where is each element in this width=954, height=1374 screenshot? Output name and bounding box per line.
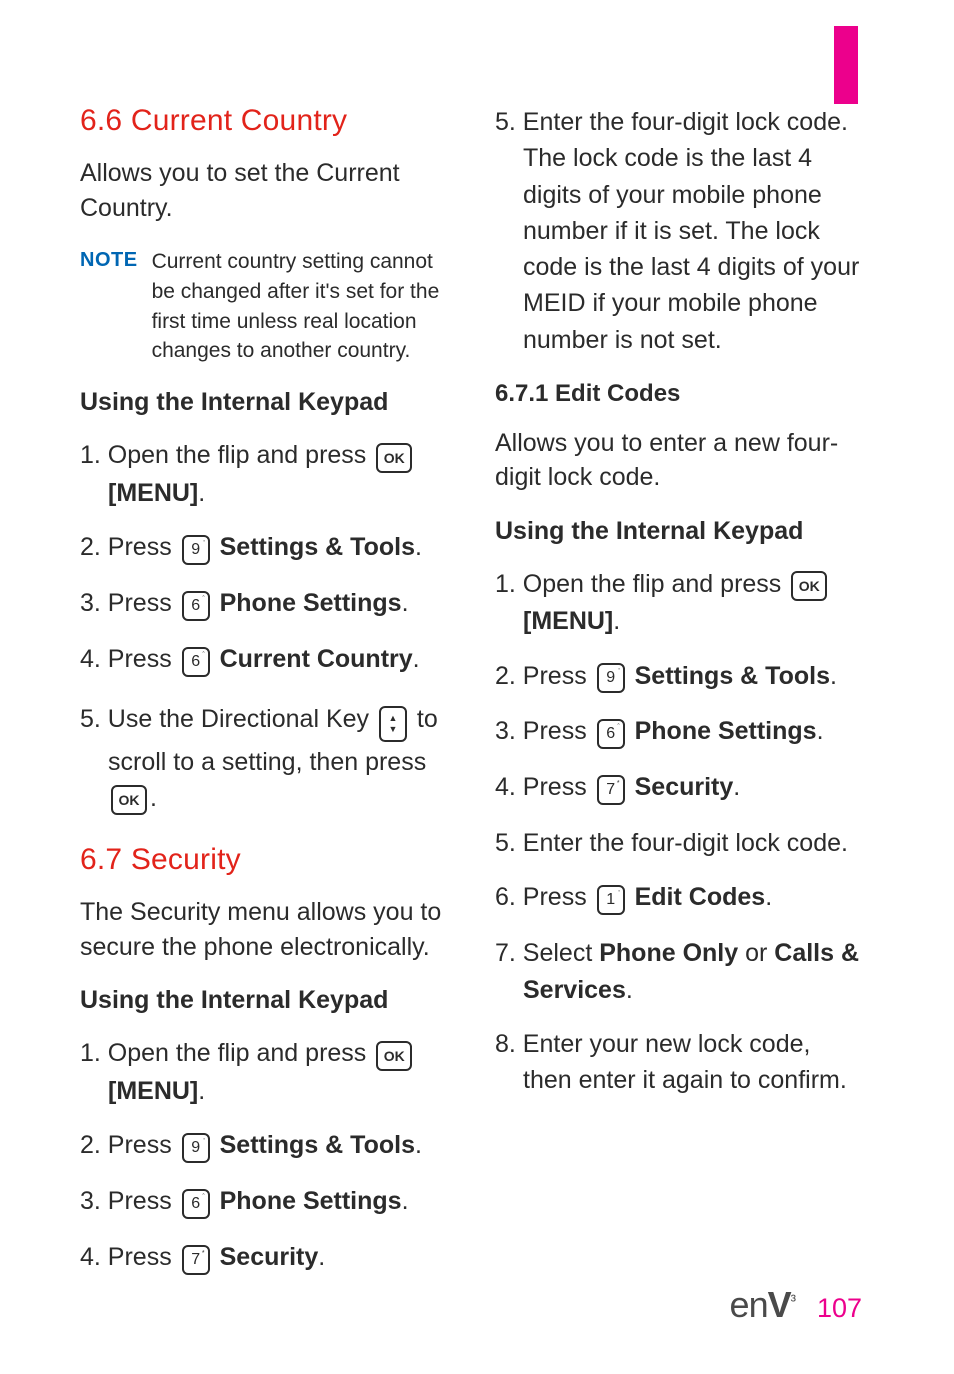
section-6-6-title: 6.6 Current Country bbox=[80, 104, 447, 138]
ok-key-icon: OK bbox=[791, 565, 827, 601]
step-671-1: 1. Open the flip and press OK [MENU]. bbox=[495, 566, 862, 640]
keypad-heading: Using the Internal Keypad bbox=[80, 388, 447, 417]
key-1-icon: 1' bbox=[597, 878, 625, 915]
step-6-7-4: 4. Press 7* Security. bbox=[80, 1239, 447, 1277]
step-671-2: 2. Press 9' Settings & Tools. bbox=[495, 658, 862, 696]
key-6-icon: 6ˆ bbox=[597, 712, 625, 749]
key-7-icon: 7* bbox=[597, 768, 625, 805]
ok-key-icon: OK bbox=[111, 779, 147, 815]
page-number: 107 bbox=[817, 1293, 862, 1324]
right-column: 5. Enter the four-digit lock code. The l… bbox=[495, 104, 862, 1295]
step-6-7-3: 3. Press 6ˆ Phone Settings. bbox=[80, 1183, 447, 1221]
key-6-icon: 6ˆ bbox=[182, 1182, 210, 1219]
step-6-7-1: 1. Open the flip and press OK [MENU]. bbox=[80, 1035, 447, 1109]
section-6-7-1-title: 6.7.1 Edit Codes bbox=[495, 380, 862, 408]
ok-key-icon: OK bbox=[376, 1035, 412, 1071]
step-671-5: 5. Enter the four-digit lock code. bbox=[495, 825, 862, 861]
key-7-icon: 7* bbox=[182, 1238, 210, 1275]
step-6-6-1: 1. Open the flip and press OK [MENU]. bbox=[80, 437, 447, 511]
section-6-7-intro: The Security menu allows you to secure t… bbox=[80, 895, 447, 964]
page-content: 6.6 Current Country Allows you to set th… bbox=[0, 0, 954, 1295]
left-column: 6.6 Current Country Allows you to set th… bbox=[80, 104, 447, 1295]
key-9-icon: 9' bbox=[182, 1126, 210, 1163]
step-6-6-3: 3. Press 6ˆ Phone Settings. bbox=[80, 585, 447, 623]
page-footer: enV³ 107 bbox=[730, 1284, 862, 1326]
section-6-6-intro: Allows you to set the Current Country. bbox=[80, 156, 447, 225]
step-671-6: 6. Press 1' Edit Codes. bbox=[495, 879, 862, 917]
note-block: NOTE Current country setting cannot be c… bbox=[80, 247, 447, 366]
step-6-7-5-continued: 5. Enter the four-digit lock code. The l… bbox=[495, 104, 862, 358]
section-6-7-title: 6.7 Security bbox=[80, 843, 447, 877]
keypad-heading: Using the Internal Keypad bbox=[495, 517, 862, 546]
key-9-icon: 9' bbox=[597, 656, 625, 693]
brand-logo: enV³ bbox=[730, 1284, 795, 1326]
key-6-icon: 6ˆ bbox=[182, 640, 210, 677]
key-6-icon: 6ˆ bbox=[182, 584, 210, 621]
step-6-6-2: 2. Press 9' Settings & Tools. bbox=[80, 529, 447, 567]
note-label: NOTE bbox=[80, 247, 138, 272]
section-6-7-1-intro: Allows you to enter a new four-digit loc… bbox=[495, 426, 862, 495]
directional-key-icon: ▲▼ bbox=[379, 695, 407, 742]
note-text: Current country setting cannot be change… bbox=[152, 247, 447, 366]
step-671-8: 8. Enter your new lock code, then enter … bbox=[495, 1026, 862, 1099]
step-6-6-5: 5. Use the Directional Key ▲▼ to scroll … bbox=[80, 697, 447, 818]
ok-key-icon: OK bbox=[376, 437, 412, 473]
step-671-7: 7. Select Phone Only or Calls & Services… bbox=[495, 935, 862, 1008]
step-6-7-2: 2. Press 9' Settings & Tools. bbox=[80, 1127, 447, 1165]
step-671-4: 4. Press 7* Security. bbox=[495, 769, 862, 807]
step-6-6-4: 4. Press 6ˆ Current Country. bbox=[80, 641, 447, 679]
key-9-icon: 9' bbox=[182, 528, 210, 565]
page-tab-marker bbox=[834, 26, 858, 104]
keypad-heading: Using the Internal Keypad bbox=[80, 986, 447, 1015]
step-671-3: 3. Press 6ˆ Phone Settings. bbox=[495, 713, 862, 751]
